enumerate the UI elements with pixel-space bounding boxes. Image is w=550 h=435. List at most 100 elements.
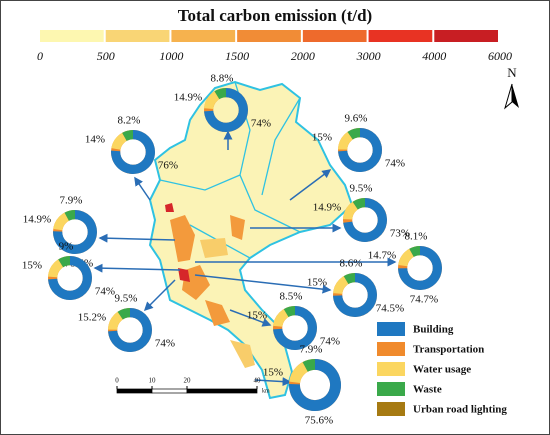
donut: 74% 15% 9% — [22, 241, 115, 300]
scale-swatch — [105, 30, 170, 42]
donut-label: 14.7% — [368, 250, 396, 262]
donut-segment — [48, 256, 92, 300]
donut-label: 74% — [155, 338, 175, 350]
scale-swatch — [368, 30, 433, 42]
donut: 75.5%14.9%7.9% — [23, 195, 98, 270]
donut-segment — [273, 309, 289, 327]
donut-label: 15% — [263, 367, 283, 379]
donut-label: 9.6% — [345, 113, 368, 125]
donut-segment — [343, 201, 358, 220]
north-arrow: N — [504, 65, 519, 110]
donuts: 74% 14.9% 8.8% 76% 14% 8.2% 74% 15% 9.6% 73% 14.9%… — [22, 73, 443, 427]
scale-seg — [151, 388, 188, 394]
donut-segment — [343, 273, 355, 285]
donut-segment — [204, 91, 220, 109]
scale-label: 2000 — [291, 49, 315, 63]
donut-label: 15.2% — [78, 312, 106, 324]
legend-swatch — [377, 322, 405, 336]
donut-segment — [352, 198, 365, 210]
donut-label: 8.8% — [211, 73, 234, 85]
donut-label: 14.9% — [174, 92, 202, 104]
scale-seg — [186, 388, 258, 394]
scale-tick-label: 10 — [149, 377, 157, 385]
donut-label: 15% — [247, 310, 267, 322]
donut-segment — [108, 311, 123, 330]
scale-label: 500 — [97, 49, 115, 63]
donut-segment — [108, 308, 152, 352]
legend-label: Urban road lighting — [413, 404, 507, 416]
scale-seg — [116, 388, 153, 394]
donut-label: 74.7% — [410, 294, 438, 306]
donut-segment — [117, 308, 130, 320]
donut-label: 9.5% — [115, 293, 138, 305]
donut-segment — [289, 359, 341, 411]
donut-segment — [343, 198, 387, 242]
legend-swatch — [377, 402, 405, 416]
donut-segment — [111, 130, 155, 174]
donut: 74.5% 15% 8.6% — [307, 258, 404, 317]
donut-segment — [48, 259, 64, 278]
donut-label: 15% — [22, 260, 42, 272]
legend-swatch — [377, 342, 405, 356]
donut: 74% 15% 9.6% — [312, 113, 405, 172]
donut: 76% 14% 8.2% — [85, 115, 178, 174]
donut-label: 14% — [85, 134, 105, 146]
donut-label: 14.9% — [23, 214, 51, 226]
donut-segment — [283, 306, 295, 318]
donut-segment — [398, 246, 443, 291]
donut-segment — [409, 246, 420, 257]
district-map — [148, 80, 354, 400]
donut-label: 9% — [59, 241, 74, 253]
legend-swatch — [377, 362, 405, 376]
donut: 74.7% 14.7% 8.1% — [368, 231, 443, 306]
legend-label: Transportation — [413, 344, 484, 356]
scale-label: 6000 — [488, 49, 512, 63]
donut-label: 8.6% — [340, 258, 363, 270]
donut-label: 15% — [307, 277, 327, 289]
donut-label: 7.9% — [60, 195, 83, 207]
scale-label: 3000 — [356, 49, 381, 63]
donut-label: 75.6% — [305, 415, 333, 427]
donut-label: 74% — [320, 336, 340, 348]
scale-tick-label: 40 — [254, 377, 262, 385]
scale-label: 1000 — [159, 49, 183, 63]
donut-segment — [111, 132, 127, 150]
donut-segment — [53, 210, 97, 254]
scale-label: 0 — [37, 49, 43, 63]
donut-label: 15% — [312, 132, 332, 144]
donut-segment — [289, 362, 308, 384]
donut-segment — [214, 88, 226, 100]
donut: 75.6% 15% 7.9% — [263, 344, 341, 427]
donut-label: 8.1% — [405, 231, 428, 243]
donut-label: 74% — [385, 158, 405, 170]
donut-segment — [338, 131, 353, 150]
scale-tick-label: 0 — [115, 377, 119, 385]
scale-swatch — [40, 30, 104, 42]
scale-swatch — [302, 30, 367, 42]
legend: Building Transportation Water usage Waste Ur… — [372, 312, 544, 418]
donut-segment — [333, 276, 349, 294]
north-label: N — [507, 65, 517, 80]
title: Total carbon emission (t/d) — [178, 6, 372, 25]
donut-segment — [204, 88, 248, 132]
legend-label: Building — [413, 324, 454, 336]
donut-segment — [333, 273, 377, 317]
scale-unit: km — [262, 388, 270, 394]
legend-label: Waste — [413, 384, 442, 396]
donut-label: 73% — [390, 228, 410, 240]
donut-segment — [338, 128, 383, 172]
donut-segment — [58, 256, 70, 268]
donut-segment — [302, 359, 315, 372]
legend-label: Water usage — [413, 364, 471, 376]
donut-label: 74.5% — [376, 303, 404, 315]
donut-segment — [122, 130, 133, 141]
donut-label: 9.5% — [350, 183, 373, 195]
donut-segment — [53, 212, 69, 231]
scale-label: 4000 — [422, 49, 446, 63]
scale-tick-label: 20 — [184, 377, 192, 385]
donut-label: 8.5% — [280, 291, 303, 303]
arrows — [93, 130, 397, 387]
donut-label: 74% — [95, 286, 115, 298]
legend-swatch — [377, 382, 405, 396]
